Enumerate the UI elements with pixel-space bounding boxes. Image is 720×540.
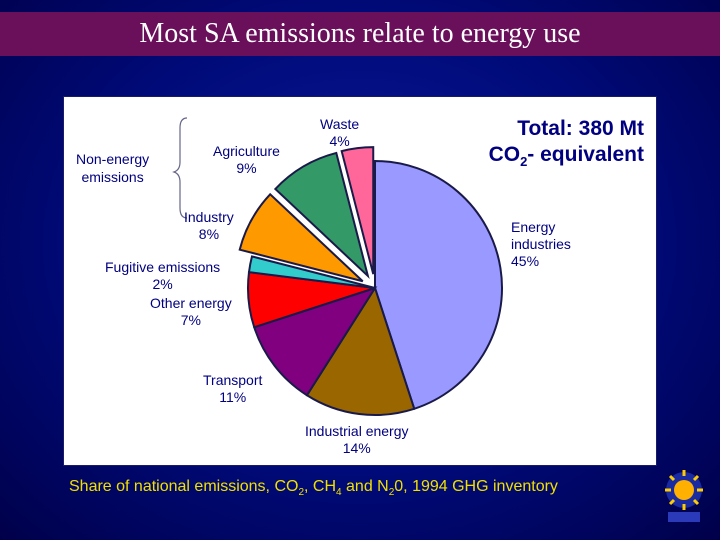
slice-value-transport: 11%	[219, 389, 247, 405]
nonenergy-line1: Non-energy	[76, 151, 150, 167]
slice-label-fugitive: Fugitive emissions 2%	[105, 259, 220, 293]
chart-caption: Share of national emissions, CO2, CH4 an…	[69, 478, 558, 499]
slice-label-agriculture: Agriculture 9%	[213, 143, 280, 177]
nonenergy-brace	[172, 117, 188, 219]
nonenergy-line2: emissions	[81, 169, 144, 185]
total-line1: Total: 380 Mt	[517, 117, 644, 140]
pie-slice-6	[273, 151, 370, 280]
total-label: Total: 380 Mt CO2- equivalent	[489, 116, 644, 175]
title-bar	[0, 12, 720, 56]
slice-value-fugitive: 2%	[152, 276, 173, 292]
slice-label-energy-line1: Energy	[511, 219, 556, 235]
slice-label-industrial-energy: Industrial energy 14%	[305, 423, 409, 457]
slice-value-agriculture: 9%	[236, 160, 257, 176]
pie-slice-7	[340, 146, 375, 275]
slice-label-waste-line1: Waste	[320, 116, 360, 132]
sun-logo-icon	[665, 470, 703, 522]
slice-label-other-energy-line1: Other energy	[150, 295, 232, 311]
slice-value-energy: 45%	[511, 253, 540, 269]
slice-label-industry: Industry 8%	[184, 209, 234, 243]
nonenergy-label: Non-energy emissions	[76, 150, 149, 186]
slice-label-transport-line1: Transport	[203, 372, 263, 388]
slice-label-waste: Waste 4%	[320, 116, 359, 150]
pie-slice-4	[247, 255, 376, 289]
total-line2: CO2- equivalent	[488, 143, 644, 170]
pie-chart	[172, 117, 503, 416]
slice-label-fugitive-line1: Fugitive emissions	[105, 259, 221, 275]
slice-value-industrial-energy: 14%	[342, 440, 371, 456]
pie-slice-1	[305, 285, 416, 416]
slice-label-agriculture-line1: Agriculture	[213, 143, 280, 159]
pie-slice-0	[374, 159, 503, 411]
slice-label-energy: Energy industries 45%	[511, 219, 571, 270]
slice-label-industry-line1: Industry	[184, 209, 234, 225]
pie-slice-2	[252, 286, 378, 397]
slice-label-other-energy: Other energy 7%	[150, 295, 232, 329]
slide-title: Most SA emissions relate to energy use	[139, 18, 581, 49]
slice-value-waste: 4%	[329, 133, 350, 149]
slice-value-other-energy: 7%	[180, 312, 201, 328]
slice-label-transport: Transport 11%	[203, 372, 262, 406]
slice-label-energy-line2: industries	[511, 236, 571, 252]
pie-slice-5	[238, 192, 364, 283]
slice-value-industry: 8%	[198, 226, 220, 242]
slice-label-industrial-energy-line1: Industrial energy	[305, 423, 409, 439]
